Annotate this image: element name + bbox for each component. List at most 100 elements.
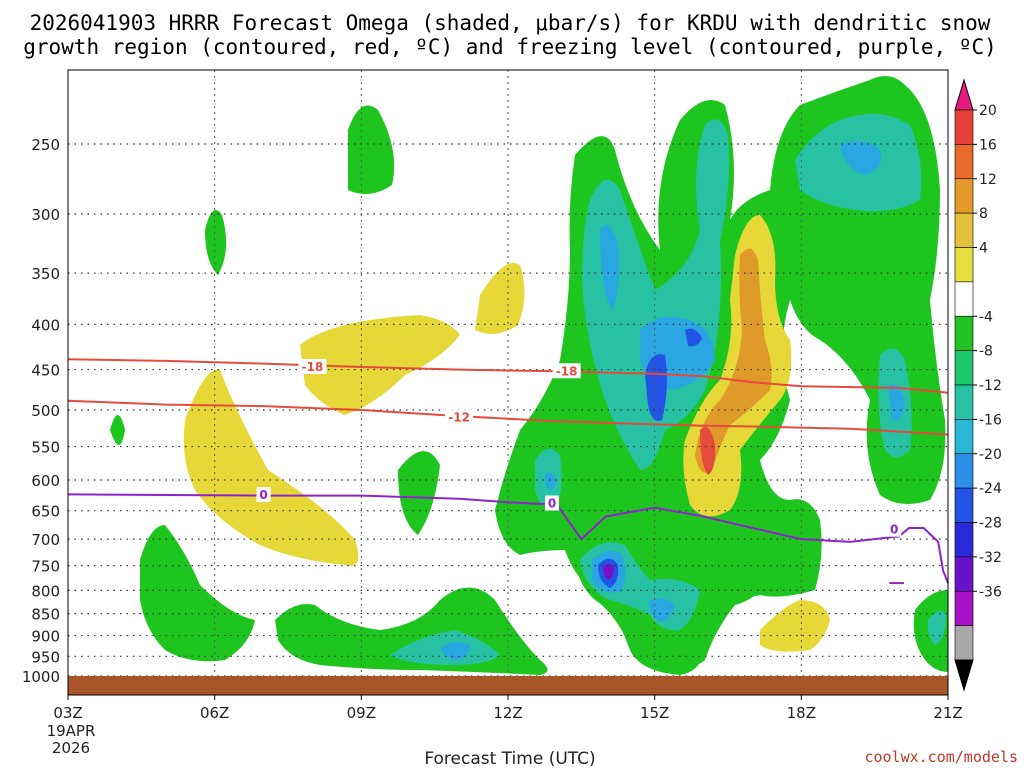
y-tick-label-350: 350 xyxy=(31,265,60,283)
omega-shading xyxy=(110,76,948,675)
colorbar-label: -12 xyxy=(979,378,1002,394)
colorbar-segment xyxy=(954,144,974,180)
ground-surface xyxy=(68,676,948,695)
colorbar-segment xyxy=(954,350,974,386)
colorbar-label: -20 xyxy=(979,447,1002,463)
colorbar-segment xyxy=(954,522,974,558)
contour-label-bg xyxy=(298,359,327,375)
y-tick-label-300: 300 xyxy=(31,206,60,224)
y-tick-label-650: 650 xyxy=(31,503,60,521)
y-tick-label-600: 600 xyxy=(31,472,60,490)
colorbar-bottom-arrow xyxy=(954,659,974,692)
dgz-contour-label: -18 xyxy=(556,364,578,378)
shade-teal-area xyxy=(927,611,946,645)
colorbar-segment xyxy=(954,109,974,145)
colorbar-label: -8 xyxy=(979,344,993,360)
shade-green-area xyxy=(348,105,395,194)
colorbar-label: 16 xyxy=(979,137,997,153)
shade-green-area xyxy=(110,415,125,445)
colorbar-label: -24 xyxy=(979,481,1002,497)
x-tick-label-15Z: 15Z xyxy=(640,704,669,722)
x-tick-label-03Z: 03Z xyxy=(53,704,82,722)
shade-cyan-area xyxy=(840,141,881,175)
shade-yellow-area xyxy=(760,600,830,652)
x-tick-label-21Z: 21Z xyxy=(933,704,962,722)
x-tick-date: 19APR xyxy=(47,722,96,740)
time-gridlines xyxy=(214,70,802,695)
dgz-contours: -18 -18 -12 xyxy=(67,358,949,436)
colorbar-label: 12 xyxy=(979,172,997,188)
contour-label-bg xyxy=(445,409,474,425)
plot-area: -18 -18 -12 0 0 0 xyxy=(67,69,949,696)
colorbar-segment xyxy=(954,315,974,351)
freezing-level-contour: 0 0 0 xyxy=(67,487,949,585)
shade-yellow-area xyxy=(183,369,359,566)
colorbar-segment xyxy=(954,247,974,283)
y-tick-label-450: 450 xyxy=(31,362,60,380)
contour-label-bg xyxy=(256,487,271,503)
contour-label-bg xyxy=(552,363,581,379)
y-tick-label-750: 750 xyxy=(31,558,60,576)
y-tick-label-500: 500 xyxy=(31,402,60,420)
colorbar-segment xyxy=(954,419,974,455)
contour-label-bg xyxy=(887,521,902,537)
dgz-contour-label: -18 xyxy=(302,360,324,374)
x-tick-label-09Z: 09Z xyxy=(347,704,376,722)
x-tick-label-12Z: 12Z xyxy=(493,704,522,722)
x-tick-year: 2026 xyxy=(52,739,90,757)
y-tick-label-250: 250 xyxy=(31,136,60,154)
shade-yellow-area xyxy=(475,263,525,334)
y-tick-label-800: 800 xyxy=(31,582,60,600)
colorbar-label: -4 xyxy=(979,309,993,325)
freezing-level-label: 0 xyxy=(259,488,267,502)
colorbar-segment xyxy=(954,487,974,523)
credit-text: coolwx.com/models xyxy=(864,748,1018,766)
chart-title-line1: 2026041903 HRRR Forecast Omega (shaded, … xyxy=(30,11,991,35)
colorbar-label: -28 xyxy=(979,516,1002,532)
shade-cyan-area xyxy=(600,225,620,310)
shade-yellow-area xyxy=(300,315,460,415)
shade-orange-area xyxy=(695,248,772,473)
dgz-contour-line xyxy=(67,358,949,394)
y-tick-label-900: 900 xyxy=(31,628,60,646)
y-tick-label-550: 550 xyxy=(31,439,60,457)
colorbar-segment xyxy=(954,384,974,420)
shade-blue-area xyxy=(685,328,702,347)
colorbar-label: -36 xyxy=(979,584,1002,600)
shade-cyan-area xyxy=(649,598,675,622)
y-tick-label-700: 700 xyxy=(31,531,60,549)
colorbar-segment xyxy=(954,590,974,626)
y-tick-label-1000: 1000 xyxy=(22,668,60,686)
colorbar-label: 4 xyxy=(979,241,988,257)
shade-red-area xyxy=(700,427,716,475)
chart-title-line2: growth region (contoured, red, ºC) and f… xyxy=(23,35,997,59)
y-tick-label-950: 950 xyxy=(31,648,60,666)
colorbar-segment xyxy=(954,212,974,248)
shade-cyan-area xyxy=(440,642,470,660)
colorbar: 20 16 12 8 4 -4 -8 -12 -16 -20 -24 -28 -32 -36 xyxy=(954,78,1002,692)
colorbar-segment xyxy=(954,556,974,592)
colorbar-top-arrow xyxy=(954,78,974,111)
y-tick-label-850: 850 xyxy=(31,606,60,624)
freezing-level-line xyxy=(67,493,949,584)
colorbar-segment xyxy=(954,453,974,489)
y-axis-ticks: 250 300 350 400 450 500 550 600 650 700 750 800 850 9… xyxy=(22,136,60,686)
shade-cyan-area xyxy=(888,384,905,421)
dgz-contour-line xyxy=(67,399,949,436)
freezing-level-label: 0 xyxy=(548,497,556,511)
y-tick-label-400: 400 xyxy=(31,316,60,334)
colorbar-label: 20 xyxy=(979,103,997,119)
shade-purple-area xyxy=(603,563,614,580)
x-axis-title: Forecast Time (UTC) xyxy=(424,749,595,768)
shade-blue-area xyxy=(645,354,667,421)
x-tick-label-06Z: 06Z xyxy=(200,704,229,722)
shade-green-area xyxy=(140,525,255,662)
dgz-contour-label: -12 xyxy=(448,411,470,425)
contour-label-bg xyxy=(545,495,559,511)
colorbar-label: -32 xyxy=(979,550,1002,566)
colorbar-label: 8 xyxy=(979,206,988,222)
colorbar-segment xyxy=(954,625,974,661)
colorbar-segment xyxy=(954,178,974,214)
